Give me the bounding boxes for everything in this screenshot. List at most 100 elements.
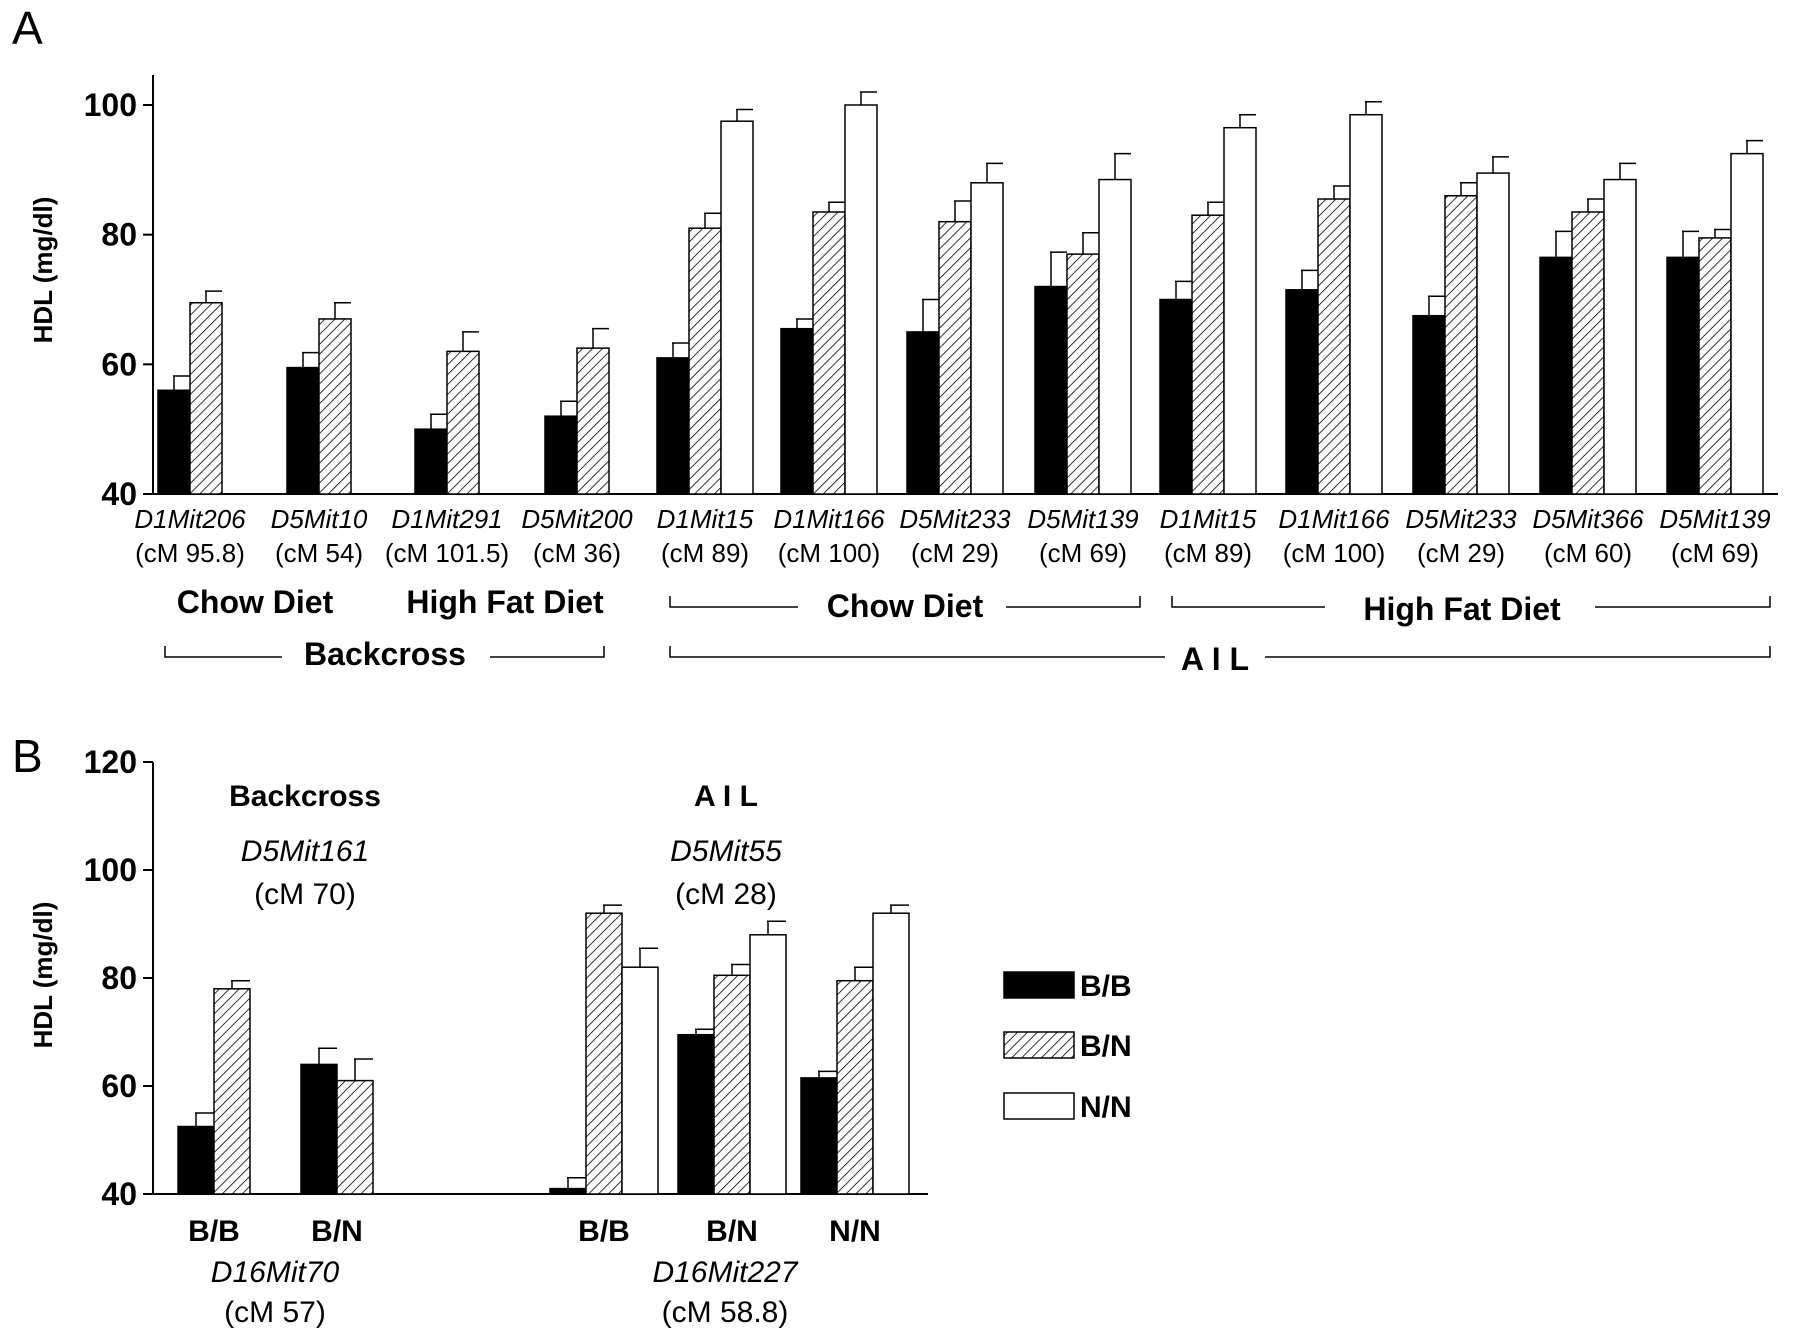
panel-b-y-tick-label: 120 (84, 744, 137, 780)
panel-b-x-genotype-label: B/B (188, 1215, 240, 1248)
panel-a-x-labels: D1Mit206 (cM 95.8) D5Mit10 (cM 54) D1Mit291 (… (134, 504, 1770, 568)
panel-b-bar-group1-b-b (177, 1125, 215, 1195)
panel-b-bar-group3-b-n (585, 912, 623, 1195)
panel-b: B HDL (mg/dl) 40 60 80 100 120 B/B B/N B/B B/N N… (12, 730, 1132, 1329)
panel-a-x-marker-d5mit233: D5Mit233 (899, 504, 1011, 534)
panel-a-x-marker-d1mit166: D1Mit166 (1278, 504, 1390, 534)
annotation-title-ail: A I L (694, 780, 758, 813)
panel-a-bar-d1mit15-b-b (656, 357, 690, 495)
panel-a-x-marker-d5mit233: D5Mit233 (1405, 504, 1517, 534)
bracket-backcross (164, 646, 605, 658)
panel-a-bar-d5mit200-b-b (544, 415, 578, 495)
panel-b-x-labels: B/B B/N B/B B/N N/N (188, 1215, 881, 1248)
panel-a-y-tick-label: 80 (101, 217, 137, 253)
panel-a-bar-d1mit166-n-n (1349, 113, 1383, 495)
panel-a-x-cm-d1mit15: (cM 89) (661, 538, 749, 568)
panel-a-bar-d5mit233-b-n (938, 220, 972, 495)
annotation-cm-ail: (cM 28) (675, 878, 777, 911)
panel-a-bar-d1mit15-b-n (1191, 214, 1225, 495)
panel-a-bar-d5mit366-n-n (1603, 178, 1637, 495)
xlabel-marker-d16mit227: D16Mit227 (652, 1256, 798, 1289)
panel-b-y-tick-label: 40 (101, 1176, 137, 1212)
panel-a-x-marker-d1mit15: D1Mit15 (657, 504, 754, 534)
panel-a-bar-d5mit233-b-b (906, 331, 940, 495)
panel-a-bar-d5mit139-b-n (1698, 237, 1732, 495)
panel-a-bar-d5mit233-n-n (1476, 172, 1510, 495)
panel-b-bar-group4-b-b (677, 1033, 715, 1195)
panel-a-bars (157, 91, 1764, 495)
panel-a-x-cm-d1mit15: (cM 89) (1164, 538, 1252, 568)
xlabel-marker-d16mit70: D16Mit70 (211, 1256, 340, 1289)
panel-b-bars (177, 904, 910, 1195)
panel-b-bar-group4-n-n (749, 934, 787, 1195)
panel-b-bar-group5-b-n (836, 979, 874, 1195)
panel-b-y-tick-label: 100 (84, 852, 137, 888)
panel-a-bar-d1mit291-b-b (414, 428, 448, 495)
panel-a-label: A (12, 2, 43, 54)
panel-a-bar-d5mit139-b-b (1034, 285, 1068, 495)
panel-a-bar-d5mit233-b-b (1412, 314, 1446, 495)
panel-a-bar-d5mit366-b-b (1539, 256, 1573, 495)
panel-a-x-cm-d5mit139: (cM 69) (1671, 538, 1759, 568)
annotation-marker-ail: D5Mit55 (670, 835, 782, 868)
panel-a-x-marker-d1mit166: D1Mit166 (773, 504, 885, 534)
panel-a-x-cm-d5mit139: (cM 69) (1039, 538, 1127, 568)
panel-b-y-axis-label: HDL (mg/dl) (28, 902, 58, 1049)
panel-a-bar-d1mit166-b-n (1317, 198, 1351, 495)
panel-b-x-genotype-label: B/N (706, 1215, 758, 1248)
panel-a-bar-d1mit166-b-b (1285, 289, 1319, 495)
panel-a-bar-d1mit15-n-n (720, 120, 754, 495)
panel-a-bar-d5mit233-n-n (970, 182, 1004, 495)
panel-a-y-tick-label: 60 (101, 346, 137, 382)
panel-b-bar-group3-n-n (621, 966, 659, 1195)
panel-b-y-tick-label: 80 (101, 960, 137, 996)
panel-a-bar-d5mit10-b-b (286, 366, 320, 495)
panel-b-annotation-backcross: Backcross D5Mit161 (cM 70) (229, 780, 381, 911)
panel-a-bar-d1mit15-b-b (1159, 298, 1193, 495)
panel-b-bar-group2-b-n (336, 1079, 374, 1195)
panel-a-bar-d1mit166-b-b (780, 327, 814, 495)
panel-a-bar-d1mit15-n-n (1223, 126, 1257, 495)
panel-a-x-cm-d5mit233: (cM 29) (1417, 538, 1505, 568)
panel-a-x-marker-d5mit139: D5Mit139 (1027, 504, 1138, 534)
panel-b-marker-labels: D16Mit70 (cM 57) D16Mit227 (cM 58.8) (211, 1256, 799, 1329)
diet-label-chow-ail: Chow Diet (827, 588, 984, 624)
panel-b-bar-group4-b-n (713, 974, 751, 1195)
panel-a-y-tick-label: 40 (101, 476, 137, 512)
panel-a-x-marker-d1mit15: D1Mit15 (1160, 504, 1257, 534)
legend-label-b-b: B/B (1080, 970, 1132, 1003)
panel-b-bar-group5-b-b (800, 1077, 838, 1195)
panel-b-x-genotype-label: N/N (829, 1215, 881, 1248)
legend: B/B B/N N/N (1003, 970, 1132, 1124)
panel-b-bar-group3-b-b (549, 1187, 587, 1195)
panel-a-x-cm-d1mit166: (cM 100) (778, 538, 881, 568)
panel-a-x-cm-d1mit206: (cM 95.8) (135, 538, 245, 568)
panel-b-label: B (12, 730, 43, 782)
diet-label-highfat-backcross: High Fat Diet (406, 584, 604, 620)
bracket-highfat-ail (1171, 596, 1771, 608)
panel-a-x-cm-d5mit233: (cM 29) (911, 538, 999, 568)
panel-a-x-marker-d5mit200: D5Mit200 (521, 504, 633, 534)
panel-a-x-marker-d5mit139: D5Mit139 (1659, 504, 1770, 534)
panel-a-x-cm-d5mit10: (cM 54) (275, 538, 363, 568)
panel-a-x-marker-d1mit206: D1Mit206 (134, 504, 246, 534)
panel-a-bar-d5mit139-b-b (1666, 256, 1700, 495)
panel-a-bar-d5mit233-b-n (1444, 195, 1478, 495)
panel-b-x-genotype-label: B/B (578, 1215, 630, 1248)
population-label-backcross: Backcross (304, 636, 466, 672)
panel-a-bar-d5mit139-b-n (1066, 253, 1100, 495)
panel-b-bar-group2-b-b (300, 1063, 338, 1195)
annotation-cm-backcross: (cM 70) (254, 878, 356, 911)
panel-b-annotation-ail: A I L D5Mit55 (cM 28) (670, 780, 782, 911)
panel-a-x-marker-d1mit291: D1Mit291 (391, 504, 502, 534)
panel-a-bar-d5mit10-b-n (318, 318, 352, 495)
diet-label-highfat-ail: High Fat Diet (1363, 591, 1561, 627)
panel-a-x-cm-d5mit200: (cM 36) (533, 538, 621, 568)
panel-a-y-tick-label: 100 (84, 87, 137, 123)
annotation-marker-backcross: D5Mit161 (241, 835, 369, 868)
panel-a-bar-d5mit366-b-n (1571, 211, 1605, 495)
panel-a-x-cm-d5mit366: (cM 60) (1544, 538, 1632, 568)
panel-a-bar-d1mit15-b-n (688, 227, 722, 495)
panel-a-x-cm-d1mit166: (cM 100) (1283, 538, 1386, 568)
